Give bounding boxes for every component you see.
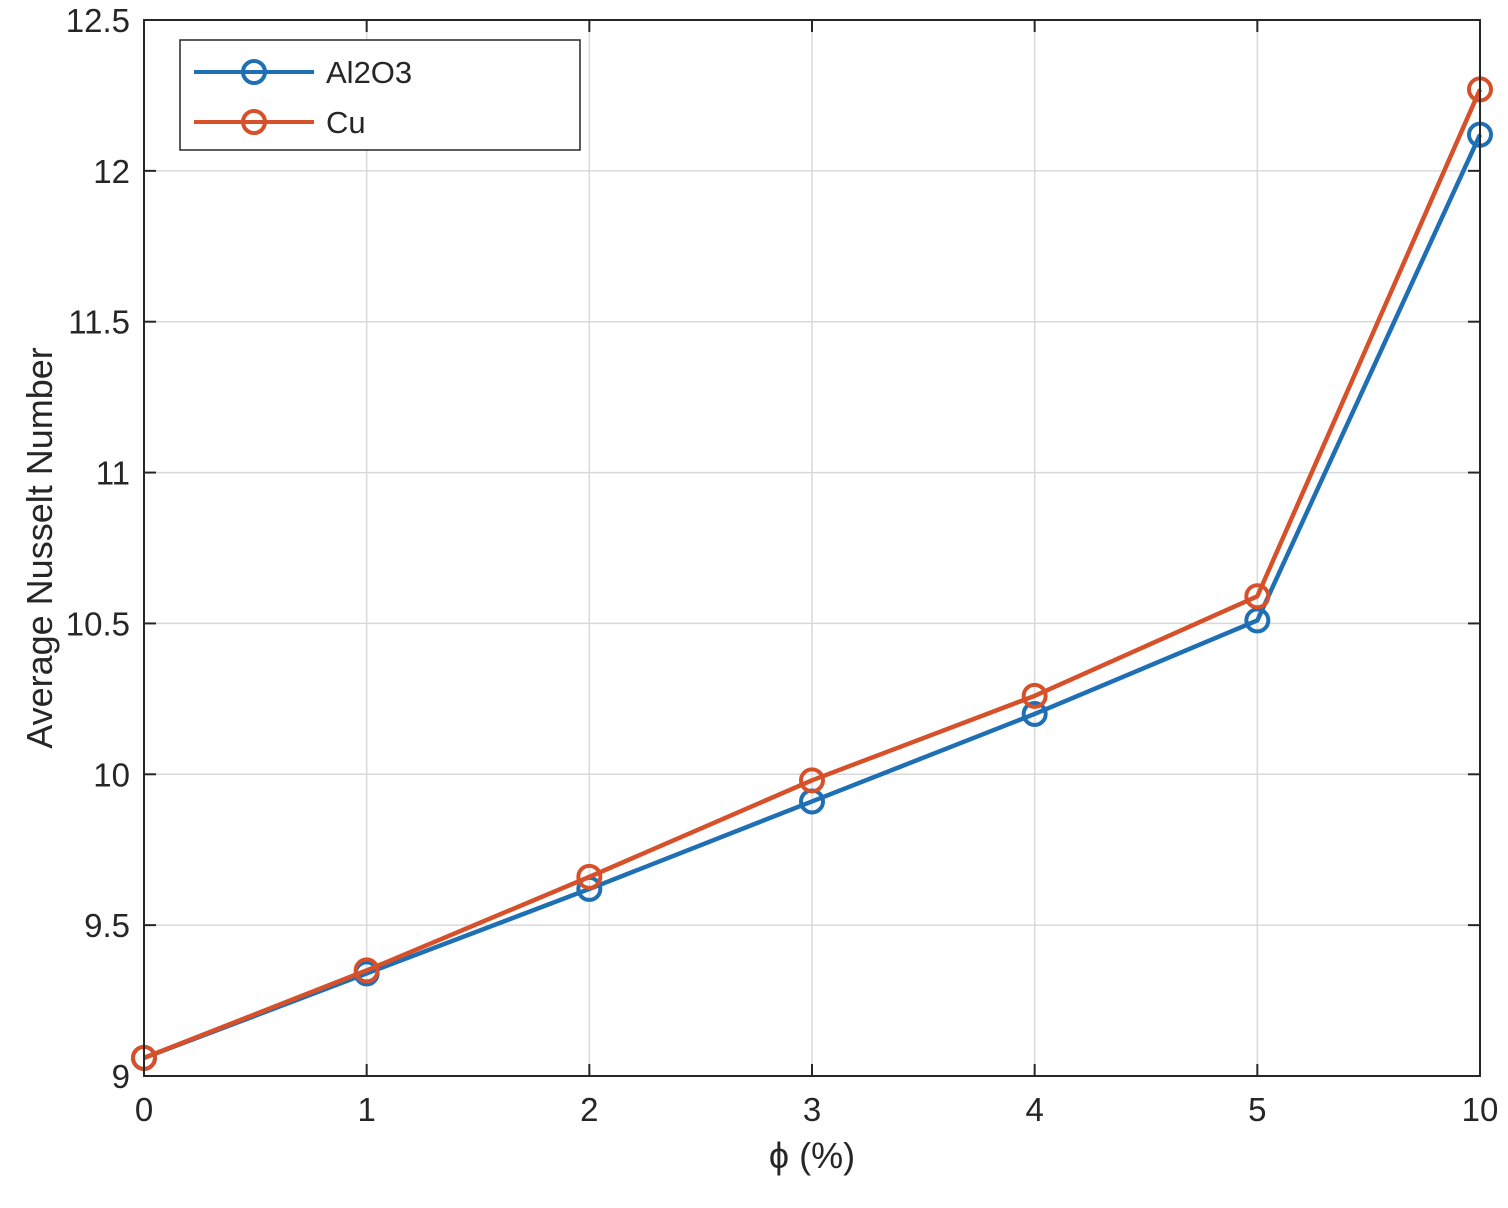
data-point-cu (1244, 583, 1271, 610)
data-point-cu (1021, 682, 1048, 709)
y-tick-label: 11 (96, 455, 130, 492)
legend-label-al2o3: Al2O3 (326, 55, 412, 90)
x-tick-label: 0 (135, 1091, 153, 1128)
x-tick-label: 2 (580, 1091, 598, 1128)
x-tick-label: 1 (357, 1091, 375, 1128)
y-tick-label: 11.5 (68, 304, 130, 341)
data-point-al2o3 (1021, 700, 1048, 727)
legend-marker-al2o3 (241, 59, 267, 85)
series-line-cu (143, 88, 1483, 1060)
data-point-cu (576, 863, 603, 890)
series-cu (131, 76, 1493, 1071)
y-tick-label: 12.5 (66, 2, 130, 39)
legend-label-cu: Cu (326, 105, 366, 140)
y-axis-ticks: 9 9.5 10 10.5 11 11.5 12 12.5 (66, 2, 1480, 1095)
y-tick-label: 10.5 (66, 605, 130, 642)
data-point-cu (799, 767, 825, 794)
plot-frame (143, 19, 1481, 1077)
y-axis-label: Average Nusselt Number (19, 347, 60, 749)
y-tick-label: 9.5 (84, 907, 130, 944)
x-tick-label: 10 (1462, 1091, 1499, 1128)
data-point-al2o3 (1244, 607, 1271, 634)
grid (143, 19, 1481, 1077)
x-axis-label: ϕ (%) (769, 1135, 855, 1176)
y-tick-label: 10 (93, 756, 130, 793)
y-tick-label: 9 (112, 1058, 130, 1095)
data-point-cu (353, 957, 380, 984)
y-tick-label: 12 (93, 153, 130, 190)
x-tick-label: 3 (803, 1091, 821, 1128)
x-tick-label: 4 (1025, 1091, 1043, 1128)
legend-marker-cu (241, 109, 267, 135)
x-axis-ticks: 0 1 2 3 4 5 10 (135, 20, 1499, 1128)
series-line-al2o3 (143, 133, 1483, 1061)
x-tick-label: 5 (1248, 1091, 1266, 1128)
legend: Al2O3 Cu (179, 39, 581, 151)
